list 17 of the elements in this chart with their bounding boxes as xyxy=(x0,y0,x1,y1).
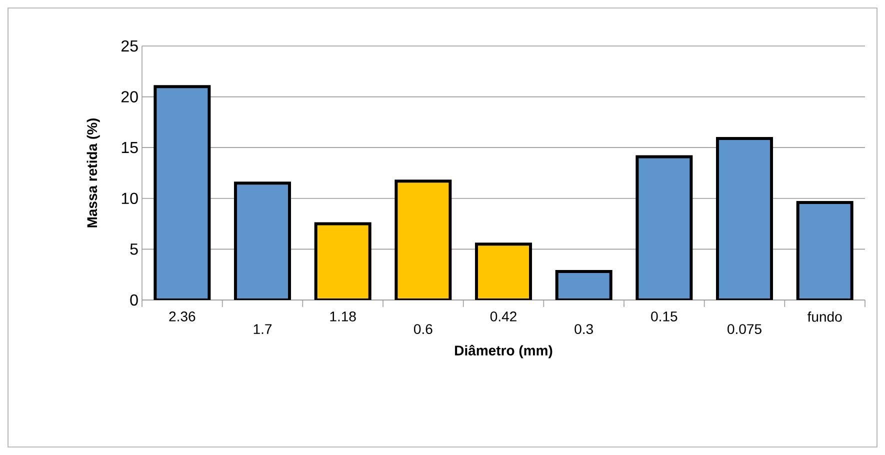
y-axis-title: Massa retida (%) xyxy=(86,118,100,228)
y-tick-label: 15 xyxy=(122,142,138,154)
x-tick-label: 1.7 xyxy=(254,324,272,334)
x-tick-label: fundo xyxy=(808,312,842,322)
y-tick-label: 5 xyxy=(130,244,138,255)
x-tick-label: 0.3 xyxy=(574,324,593,334)
x-tick-label: 0.6 xyxy=(414,324,432,334)
x-axis-title: Diâmetro (mm) xyxy=(455,344,552,358)
x-tick-label: 0.15 xyxy=(651,312,678,322)
y-tick-label: 20 xyxy=(122,91,138,102)
x-tick-label: 0.42 xyxy=(490,312,516,322)
y-tick-label: 0 xyxy=(130,294,138,306)
y-tick-label: 10 xyxy=(122,192,138,204)
y-tick-label: 25 xyxy=(122,40,138,52)
x-tick-label: 2.36 xyxy=(169,312,196,322)
x-tick-label: 0.075 xyxy=(728,324,762,334)
x-tick-label: 1.18 xyxy=(330,312,356,322)
